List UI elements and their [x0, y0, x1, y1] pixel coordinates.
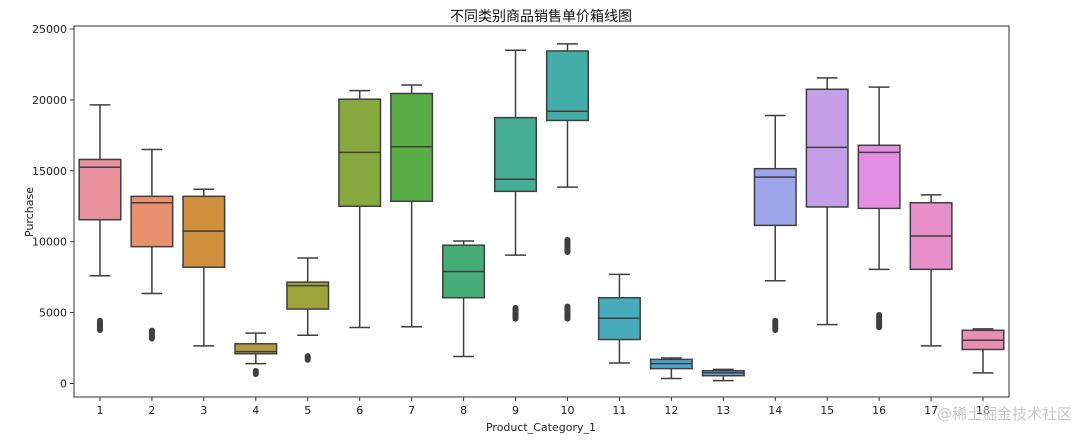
box-1 — [78, 104, 122, 334]
watermark-text: @稀土掘金技术社区 — [937, 405, 1072, 423]
box-7 — [390, 84, 434, 328]
box-10 — [545, 43, 590, 322]
box-8 — [442, 240, 486, 358]
box-18 — [961, 328, 1005, 374]
box-iqr — [130, 195, 174, 248]
x-tick-label: 16 — [872, 404, 886, 417]
box-3 — [182, 188, 226, 347]
x-tick-label: 11 — [612, 404, 626, 417]
outlier-cluster — [512, 304, 519, 322]
outlier-cluster — [304, 353, 311, 363]
x-tick-label: 5 — [304, 404, 311, 417]
box-11 — [597, 273, 641, 364]
box-17 — [909, 194, 953, 347]
x-tick-label: 14 — [768, 404, 782, 417]
box-iqr — [234, 343, 278, 355]
chart-title: 不同类别商品销售单价箱线图 — [450, 9, 632, 25]
outlier-cluster — [564, 236, 571, 256]
y-tick-label: 10000 — [32, 236, 67, 249]
x-tick-label: 9 — [512, 404, 519, 417]
x-axis-label: Product_Category_1 — [486, 421, 596, 434]
x-tick-label: 13 — [716, 404, 730, 417]
x-tick-label: 18 — [976, 404, 990, 417]
outlier-cluster — [564, 303, 571, 322]
box-12 — [649, 357, 693, 380]
plot-area — [73, 25, 1010, 398]
box-iqr — [286, 281, 330, 310]
box-iqr — [857, 144, 901, 210]
y-axis-label: Purchase — [23, 187, 36, 237]
box-iqr — [545, 50, 590, 122]
y-tick-label: 15000 — [32, 165, 67, 178]
y-tick-label: 25000 — [32, 23, 67, 36]
x-tick-label: 4 — [252, 404, 259, 417]
box-15 — [805, 77, 849, 326]
outlier-cluster — [252, 368, 259, 377]
boxes-group — [78, 43, 1005, 382]
x-tick-label: 15 — [820, 404, 834, 417]
x-tick-label: 6 — [356, 404, 363, 417]
box-iqr — [78, 158, 122, 221]
box-4 — [234, 332, 278, 377]
x-tick-label: 8 — [460, 404, 467, 417]
x-tick-label: 2 — [148, 404, 155, 417]
box-6 — [338, 89, 382, 329]
box-16 — [857, 86, 901, 331]
box-13 — [701, 368, 745, 382]
box-2 — [130, 148, 174, 342]
x-tick-label: 3 — [200, 404, 207, 417]
x-tick-label: 1 — [96, 404, 103, 417]
box-iqr — [753, 167, 797, 227]
box-9 — [494, 49, 538, 322]
x-tick-label: 10 — [560, 404, 574, 417]
x-axis: 1 2 3 4 5 6 7 8 9 10 11 12 13 14 15 16 17 18 — [96, 397, 990, 417]
outlier-cluster — [772, 317, 779, 334]
y-axis: 0 5000 10000 15000 20000 25000 — [32, 23, 74, 391]
box-14 — [753, 114, 797, 334]
y-tick-label: 20000 — [32, 94, 67, 107]
outlier-cluster — [876, 312, 883, 331]
y-tick-label: 5000 — [39, 307, 67, 320]
outlier-cluster — [148, 327, 155, 342]
y-tick-label: 0 — [60, 378, 67, 391]
outlier-cluster — [96, 317, 103, 334]
box-5 — [286, 257, 330, 363]
x-tick-label: 12 — [664, 404, 678, 417]
x-tick-label: 7 — [408, 404, 415, 417]
x-tick-label: 17 — [924, 404, 938, 417]
box-iqr — [494, 116, 538, 193]
